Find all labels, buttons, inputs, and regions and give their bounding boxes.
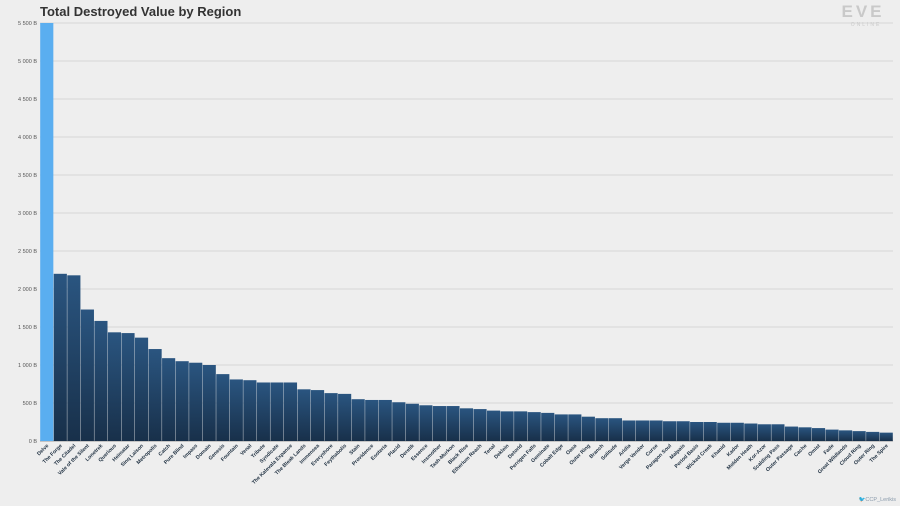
bar [175, 361, 189, 441]
bar [148, 349, 162, 441]
y-tick-label: 2 500 B [18, 249, 37, 255]
credit: 🐦CCP_Lerikis [859, 497, 896, 503]
bar [717, 422, 731, 441]
credit-handle: CCP_Lerikis [865, 497, 896, 503]
chart-title: Total Destroyed Value by Region [40, 4, 242, 19]
y-tick-label: 5 500 B [18, 21, 37, 27]
bar [419, 405, 433, 441]
bar [581, 416, 595, 441]
twitter-bird-icon: 🐦 [858, 497, 866, 503]
bar [405, 403, 419, 441]
bar [243, 380, 257, 441]
x-tick-label: Cache [793, 443, 808, 458]
y-tick-label: 1 500 B [18, 325, 37, 331]
bar [107, 332, 122, 441]
bar [676, 421, 690, 441]
bar [595, 418, 609, 441]
logo-text: EVE [841, 2, 884, 21]
bar [744, 423, 758, 441]
y-tick-label: 2 000 B [18, 287, 37, 293]
y-tick-label: 1 000 B [18, 363, 37, 369]
bar [53, 273, 67, 441]
y-tick-label: 4 000 B [18, 135, 37, 141]
x-tick-label: Omist [807, 443, 822, 458]
bar [663, 421, 677, 441]
bar [202, 365, 216, 441]
bar [879, 432, 893, 441]
bar [784, 426, 799, 441]
x-tick-label: Khanid [710, 443, 727, 460]
bar [297, 389, 311, 441]
bar [771, 424, 785, 441]
bar [622, 420, 636, 441]
bar [216, 374, 230, 441]
bar [324, 393, 338, 441]
bar [500, 411, 514, 441]
bar [80, 309, 94, 441]
bar [649, 420, 663, 441]
bar [338, 393, 352, 441]
y-tick-label: 0 B [29, 439, 38, 445]
bar [378, 399, 392, 441]
bar [554, 414, 568, 441]
bar [121, 333, 135, 441]
bar [635, 420, 650, 441]
bar [730, 422, 744, 441]
bar [446, 406, 460, 441]
bar [67, 275, 81, 441]
bar [432, 406, 446, 441]
y-tick-label: 500 B [23, 401, 38, 407]
bars [40, 23, 893, 441]
bar [94, 320, 108, 441]
bar [608, 418, 623, 441]
bar [798, 427, 812, 441]
y-tick-label: 3 000 B [18, 211, 37, 217]
bar [487, 410, 501, 441]
bar [514, 411, 528, 441]
bar [351, 399, 365, 441]
bar [541, 412, 555, 441]
bar [839, 430, 853, 441]
bar [162, 358, 176, 441]
bar [189, 362, 203, 441]
eve-online-logo: EVE ONLINE [841, 2, 884, 28]
bar [459, 408, 474, 441]
bar [811, 428, 826, 441]
bar [365, 399, 379, 441]
bar [568, 414, 582, 441]
bar [392, 402, 406, 441]
y-tick-label: 5 000 B [18, 59, 37, 65]
bar [690, 422, 704, 441]
y-tick-label: 3 500 B [18, 173, 37, 179]
bar [825, 429, 839, 441]
bar [703, 422, 717, 441]
bar [527, 412, 541, 441]
bar [229, 379, 243, 441]
bar [40, 23, 54, 441]
bar [757, 424, 771, 441]
bar [270, 382, 284, 441]
bar [283, 382, 298, 441]
y-axis-ticks: 0 B 500 B 1 000 B 1 500 B 2 000 B 2 500 B 3 00… [18, 21, 37, 445]
bar [866, 431, 880, 441]
bar [256, 382, 270, 441]
bar [310, 390, 325, 441]
bar [473, 409, 487, 441]
y-tick-label: 4 500 B [18, 97, 37, 103]
logo-subtext: ONLINE [851, 22, 882, 28]
bar [134, 337, 149, 441]
bar [852, 431, 866, 441]
